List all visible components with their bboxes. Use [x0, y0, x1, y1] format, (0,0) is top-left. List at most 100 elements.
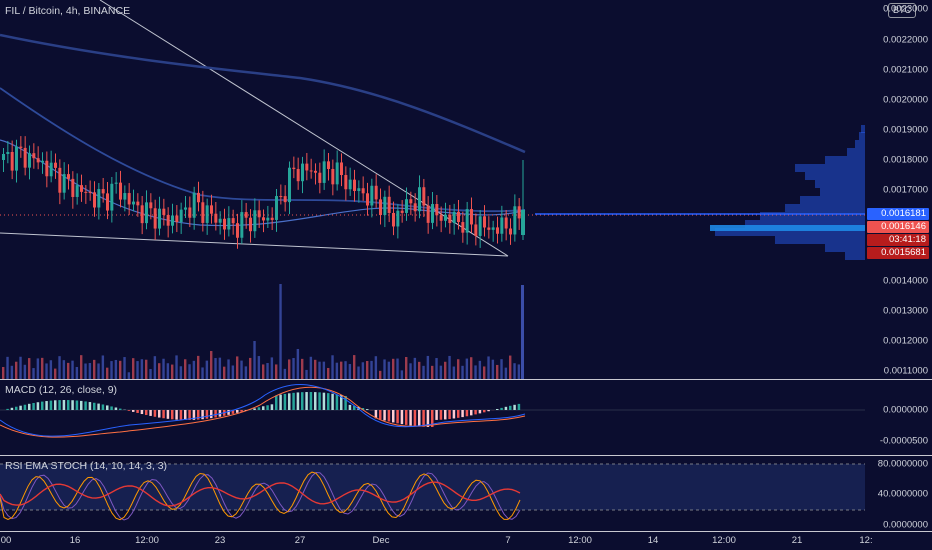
rsi-chart-svg[interactable]: [0, 456, 865, 531]
candle-body: [500, 217, 504, 234]
volume-bar: [114, 359, 118, 379]
macd-histogram-bar: [97, 403, 100, 410]
price-pane[interactable]: FIL / Bitcoin, 4h, BINANCE: [0, 0, 865, 379]
volume-bar: [461, 365, 464, 379]
macd-histogram-bar: [387, 410, 391, 422]
macd-histogram-bar: [45, 401, 48, 410]
candle-body: [123, 193, 127, 200]
volume-bar: [487, 356, 490, 379]
volume-bar: [136, 361, 139, 379]
macd-histogram-bar: [513, 404, 516, 410]
macd-histogram-bar: [439, 410, 443, 420]
candle-body: [483, 216, 486, 228]
candle-body: [19, 146, 23, 148]
volume-bar: [62, 360, 66, 379]
volume-bar: [296, 349, 300, 379]
pane-divider[interactable]: [0, 455, 932, 456]
volume-bar: [405, 357, 408, 379]
macd-histogram-bar: [101, 404, 105, 410]
macd-histogram-bar: [309, 392, 313, 410]
candle-body: [41, 160, 44, 163]
candle-body: [93, 192, 96, 208]
candle-body: [236, 223, 239, 238]
support-trendline: [0, 232, 509, 257]
macd-histogram-bar: [461, 410, 464, 418]
rsi-title[interactable]: RSI EMA STOCH (14, 10, 14, 3, 3): [5, 460, 168, 472]
volume-bar: [379, 370, 382, 379]
currency-badge[interactable]: BTC: [888, 3, 916, 18]
macd-histogram-bar: [322, 392, 326, 410]
rsi-stoch-pane[interactable]: RSI EMA STOCH (14, 10, 14, 3, 3): [0, 456, 865, 531]
candle-body: [439, 215, 443, 221]
macd-histogram-bar: [188, 410, 191, 420]
macd-histogram-bar: [54, 400, 57, 410]
candle-body: [192, 192, 196, 218]
volume-bar: [93, 359, 96, 379]
candle-body: [266, 217, 270, 221]
candle-body: [84, 191, 88, 193]
last-volume-bar: [521, 285, 524, 379]
macd-axis[interactable]: 0.0000000 -0.0000500: [865, 380, 932, 455]
macd-histogram-bar: [474, 410, 477, 415]
candle-body: [75, 185, 79, 197]
volume-bar: [166, 363, 170, 379]
candle-body: [357, 188, 361, 192]
volume-bar: [214, 358, 217, 379]
volume-bar: [327, 367, 330, 379]
candle-body: [426, 205, 430, 223]
candle-body: [36, 158, 40, 163]
volume-bar: [444, 361, 447, 379]
volume-bar: [188, 364, 191, 379]
macd-histogram-bar: [10, 407, 14, 410]
price-chart-svg[interactable]: [0, 0, 932, 379]
volume-bar: [500, 359, 503, 379]
macd-histogram-bar: [509, 405, 512, 410]
rsi-axis[interactable]: 80.0000000 40.0000000 0.0000000: [865, 456, 932, 531]
symbol-title: FIL / Bitcoin, 4h, BINANCE: [5, 5, 131, 17]
time-tick: Dec: [372, 535, 390, 546]
macd-histogram-bar: [28, 403, 31, 410]
candle-body: [435, 204, 439, 216]
low-price-label: 0.0015681: [867, 247, 929, 259]
volume-profile-bar: [845, 252, 865, 260]
macd-histogram-bar: [132, 410, 135, 412]
macd-histogram-bar: [288, 393, 291, 410]
volume-bar: [292, 358, 295, 379]
macd-chart-svg[interactable]: [0, 380, 865, 455]
macd-histogram-bar: [240, 410, 243, 412]
macd-histogram-bar: [253, 408, 256, 410]
candle-body: [175, 215, 179, 223]
volume-bar: [465, 358, 469, 379]
macd-histogram-bar: [340, 395, 343, 410]
macd-histogram-bar: [361, 407, 365, 410]
volume-bar: [32, 368, 35, 379]
candle-body: [32, 153, 36, 159]
macd-histogram-bar: [41, 401, 44, 410]
candle-body: [392, 212, 395, 227]
time-axis[interactable]: 00 16 12:00 23 27 Dec 7 12:00 14 12:00 2…: [0, 532, 932, 550]
price-axis[interactable]: 0.0023000 0.0022000 0.0021000 0.0020000 …: [865, 0, 932, 379]
macd-title[interactable]: MACD (12, 26, close, 9): [5, 384, 118, 396]
candle-body: [214, 213, 218, 223]
pane-divider[interactable]: [0, 379, 932, 380]
macd-histogram-bar: [266, 405, 269, 410]
macd-histogram-bar: [413, 410, 417, 427]
macd-histogram-bar: [67, 400, 70, 410]
volume-bar: [413, 357, 417, 379]
volume-bar: [84, 363, 87, 379]
candle-body: [283, 196, 287, 203]
stoch-d-line: [0, 471, 521, 521]
candle-body: [431, 204, 434, 223]
macd-pane[interactable]: MACD (12, 26, close, 9): [0, 380, 865, 455]
volume-bar: [244, 366, 248, 379]
candle-body: [179, 209, 183, 223]
volume-profile-bar: [715, 228, 865, 236]
volume-bar: [270, 357, 274, 379]
macd-histogram-bar: [214, 410, 217, 418]
macd-histogram-bar: [353, 405, 356, 410]
macd-histogram-bar: [409, 410, 412, 426]
volume-profile-bar: [820, 188, 865, 196]
volume-profile-bar: [859, 132, 865, 140]
candle-body: [153, 208, 157, 229]
candle-body: [344, 175, 348, 190]
